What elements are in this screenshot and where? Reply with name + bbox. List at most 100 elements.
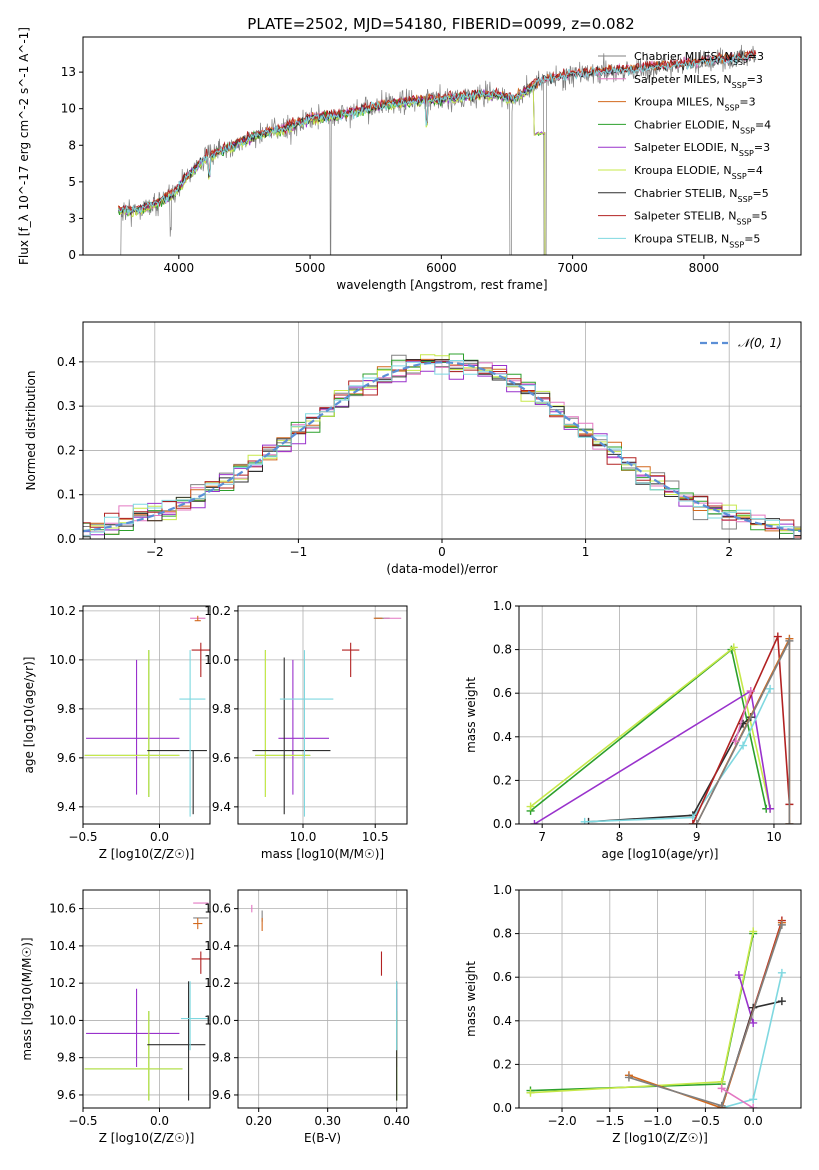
y-tick-label: 0.4 [57,355,76,369]
y-axis-label: age [log10(age/yr)] [22,657,36,774]
y-tick-label: 9.4 [57,800,76,814]
axes-frame [237,889,408,1109]
x-axis-label: age [log10(age/yr)] [602,847,719,861]
weight-marker-SaMILES [731,737,740,746]
x-axis-label: (data-model)/error [386,562,497,576]
x-tick-label: 0.30 [314,1114,341,1128]
figure-title: PLATE=2502, MJD=54180, FIBERID=0099, z=0… [247,15,634,33]
weight-marker-KrELODIE [749,927,758,936]
age_Z-panel: −0.5 0.0 9.4 9.6 9.8 10.0 10.2 Z [log10(Z/Z☉)] a… [22,604,211,861]
x-axis-label: Z [log10(Z/Z☉)] [99,1131,195,1145]
residuals-panel: −2 −1 0 1 2 0.0 0.1 0.2 0.3 0.4 (data-model)/error… [24,321,802,576]
weight-marker-KrSTELIB [739,741,748,750]
y-tick-label: 0 [68,248,76,262]
axes-frame [82,605,211,825]
y-tick-label: 9.6 [57,751,76,765]
y-tick-label: 0.3 [57,399,76,413]
y-axis-label: mass weight [464,677,478,753]
y-tick-label: 10.4 [49,939,76,953]
x-tick-label: 8000 [689,261,720,275]
x-tick-label: −0.5 [68,1114,97,1128]
y-tick-label: 10.0 [49,653,76,667]
x-tick-label: 0.0 [150,830,169,844]
y-tick-label: 10 [61,102,76,116]
x-axis-label: wavelength [Angstrom, rest frame] [336,278,547,292]
legend-label-normal: 𝒩(0, 1) [738,336,782,350]
y-tick-label: 10.4 [204,939,231,953]
x-tick-label: 0.0 [744,1114,763,1128]
y-tick-label: 0.4 [493,730,512,744]
axes-frame [518,889,802,1109]
x-tick-label: 0.20 [245,1114,272,1128]
y-tick-label: 3 [68,211,76,225]
x-tick-label: 10.5 [362,830,389,844]
y-tick-label: 10.0 [204,1013,231,1027]
x-axis-label: mass [log10(M/M☉)] [261,847,384,861]
legend-label-SaSTELIB: Salpeter STELIB, NSSP=5 [634,210,768,227]
x-tick-label: −2 [146,545,164,559]
y-axis-label: mass [log10(M/M☉)] [20,937,34,1060]
weight-line-KrSTELIB [584,688,771,823]
x-axis-label: Z [log10(Z/Z☉)] [99,847,195,861]
axes-frame [82,889,211,1109]
weight-marker-ChMILES [785,636,794,645]
y-tick-label: 9.4 [212,800,231,814]
legend-label-SaELODIE: Salpeter ELODIE, NSSP=3 [634,141,770,158]
spectrum-lines [117,44,757,255]
y-tick-label: 10.2 [204,604,231,618]
x-tick-label: −0.5 [691,1114,720,1128]
weight-line-ChMILES [695,640,791,824]
legend-label-SaMILES: Salpeter MILES, NSSP=3 [634,73,763,90]
weight_Z-lines [526,916,786,1108]
weight-line-SaMILES [734,690,752,742]
weight-marker-SaELODIE [734,971,743,980]
y-tick-label: 0.6 [493,970,512,984]
axes-frame [82,36,802,256]
model-line-KrSTELIB [118,53,757,215]
weight-marker-SaMILES [717,1084,726,1093]
legend-label-ChELODIE: Chabrier ELODIE, NSSP=4 [634,118,771,135]
y-tick-label: 8 [68,138,76,152]
x-tick-label: −0.5 [68,830,97,844]
weight-line-KrELODIE [530,931,754,1094]
y-tick-label: 0.0 [493,1101,512,1115]
histogram-KrSTELIB [83,360,801,539]
normal-curve [83,361,801,533]
weight-marker-KrELODIE [729,643,738,652]
x-tick-label: −2.0 [547,1114,576,1128]
histograms [83,353,801,539]
y-tick-label: 0.8 [493,643,512,657]
y-tick-label: 5 [68,175,76,189]
weight-marker-ChMILES [692,820,701,824]
weight-marker-SaELODIE [530,820,539,824]
y-tick-label: 0.0 [57,532,76,546]
legend-label-KrELODIE: Kroupa ELODIE, NSSP=4 [634,164,763,181]
legend-label-KrSTELIB: Kroupa STELIB, NSSP=5 [634,232,760,249]
weight-marker-ChMILES [785,820,794,824]
legend-label-ChMILES: Chabrier MILES, NSSP=3 [634,50,764,67]
axes-frame [518,605,802,825]
y-tick-label: 13 [61,65,76,79]
x-tick-label: 4000 [164,261,195,275]
y-tick-label: 0.2 [493,1057,512,1071]
x-tick-label: −1.0 [643,1114,672,1128]
weight-marker-KrSTELIB [749,1095,758,1104]
mass_Z-points [84,902,210,1101]
weight-marker-SaSTELIB [688,820,697,824]
weight-marker-ChMILES [717,1101,726,1108]
x-tick-label: 0.0 [150,1114,169,1128]
axes-frame [237,605,408,825]
x-tick-label: 10 [766,830,781,844]
weight_age-lines [526,632,794,824]
x-tick-label: 0 [438,545,446,559]
weight-marker-KrSTELIB [777,968,786,977]
y-tick-label: 10.0 [204,653,231,667]
y-tick-label: 10.2 [204,976,231,990]
x-tick-label: 7 [538,830,546,844]
x-tick-label: 10.0 [290,830,317,844]
weight-line-ChELODIE [530,648,767,812]
y-tick-label: 1.0 [493,599,512,613]
y-tick-label: 1.0 [493,883,512,897]
